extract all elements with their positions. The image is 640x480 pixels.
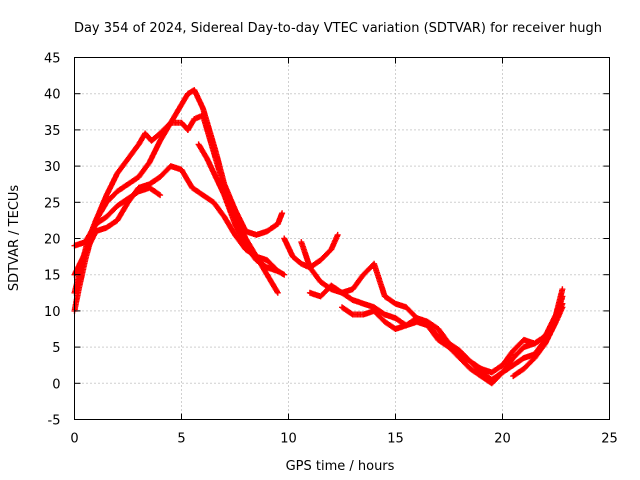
y-tick-label: 5 <box>52 341 60 356</box>
y-tick-label: 10 <box>44 305 61 320</box>
x-axis-label: GPS time / hours <box>286 459 395 474</box>
y-tick-label: 25 <box>44 196 61 211</box>
series-layer <box>71 87 566 387</box>
y-tick-label: 20 <box>44 233 61 248</box>
series-markers <box>71 87 286 296</box>
x-tick-label: 15 <box>387 432 404 447</box>
y-tick-label: 0 <box>52 377 60 392</box>
grid <box>74 57 610 420</box>
y-tick-label: 45 <box>44 52 61 67</box>
series-track-10 <box>339 300 566 383</box>
series-markers <box>195 141 288 278</box>
series-markers <box>71 119 191 314</box>
y-tick-label: 40 <box>44 88 61 103</box>
x-tick-label: 10 <box>280 432 297 447</box>
x-tick-label: 25 <box>601 432 618 447</box>
y-tick-label: -5 <box>48 414 61 429</box>
series-track-6 <box>195 141 288 278</box>
series-track-1 <box>71 87 286 296</box>
x-tick-label: 0 <box>70 432 78 447</box>
series-markers <box>510 304 566 380</box>
y-tick-label: 30 <box>44 160 61 175</box>
tick-layer: 0 5 10 15 20 25 -5 0 5 10 15 20 25 30 35 40 45 <box>44 52 618 447</box>
series-track-11 <box>510 304 566 380</box>
y-axis-label: SDTVAR / TECUs <box>7 185 22 292</box>
series-markers <box>339 300 566 383</box>
chart-title: Day 354 of 2024, Sidereal Day-to-day VTE… <box>74 21 602 36</box>
y-tick-label: 35 <box>44 124 61 139</box>
y-tick-label: 15 <box>44 269 61 284</box>
x-tick-label: 5 <box>177 432 185 447</box>
x-tick-label: 20 <box>494 432 511 447</box>
series-track-2 <box>71 119 191 314</box>
